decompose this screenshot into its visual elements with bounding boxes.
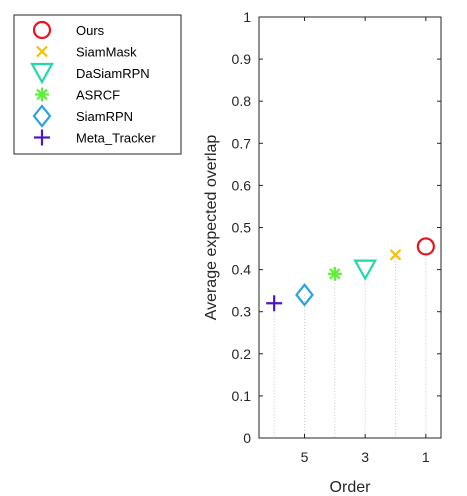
circle-marker-shape [32,20,52,40]
diamond-marker-shape [32,104,52,128]
x-marker-stroke [36,45,48,58]
y-tick-label: 0.2 [232,346,252,362]
asterisk-marker-stroke [329,268,341,280]
data-point [416,237,435,256]
legend-entry-label: Ours [76,23,105,38]
data-point [389,249,402,261]
x-tick-label: 5 [301,449,309,465]
legend-marker-icon [36,45,48,58]
x-axis-label: Order [330,479,372,496]
y-tick-label: 0.4 [232,262,252,278]
y-tick-label: 0.5 [232,220,252,236]
legend-marker-icon [32,104,52,128]
diamond-marker-shape [295,283,314,307]
legend-entry-label: SiamMask [76,45,137,60]
data-point [327,266,342,281]
y-tick-label: 0.3 [232,304,252,320]
y-axis-label: Average expected overlap [203,135,220,321]
y-tick-label: 0.7 [232,135,252,151]
legend: Ours SiamMask DaSiamRPN ASRCF SiamRPN Meta_Tr… [13,14,182,155]
legend-entry-label: Meta_Tracker [76,131,156,146]
legend-marker-icon [30,62,54,85]
legend-entry-label: DaSiamRPN [76,66,150,81]
data-point [266,295,283,312]
y-tick-label: 0.6 [232,177,252,193]
axes-box [258,16,442,439]
plot-area: 0 0.1 0.2 0.3 0.4 0.5 0.6 0.7 0.8 0.9 1 5 3 1 Order Ave… [203,9,442,496]
legend-marker-icon [32,20,52,40]
legend-marker-icon [35,87,49,102]
x-tick-label: 1 [422,449,430,465]
triangle-marker-shape [30,62,54,85]
data-point [295,283,314,307]
asterisk-marker-stroke [36,88,48,101]
x-marker-stroke [389,249,402,261]
y-tick-label: 0.9 [232,51,252,67]
circle-marker-shape [416,237,435,256]
y-tick-label: 0.1 [232,388,252,404]
y-tick-label: 1 [243,9,251,25]
data-point [353,259,378,281]
y-tick-label: 0 [243,430,251,446]
legend-marker-icon [34,129,50,146]
y-tick-label: 0.8 [232,93,252,109]
legend-entry-label: ASRCF [76,88,120,103]
x-tick-label: 3 [361,449,369,465]
triangle-marker-shape [353,259,378,281]
legend-entry-label: SiamRPN [76,109,133,124]
